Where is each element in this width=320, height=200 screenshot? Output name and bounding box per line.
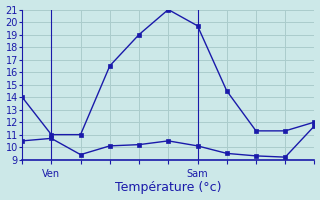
X-axis label: Température (°c): Température (°c) (115, 181, 221, 194)
